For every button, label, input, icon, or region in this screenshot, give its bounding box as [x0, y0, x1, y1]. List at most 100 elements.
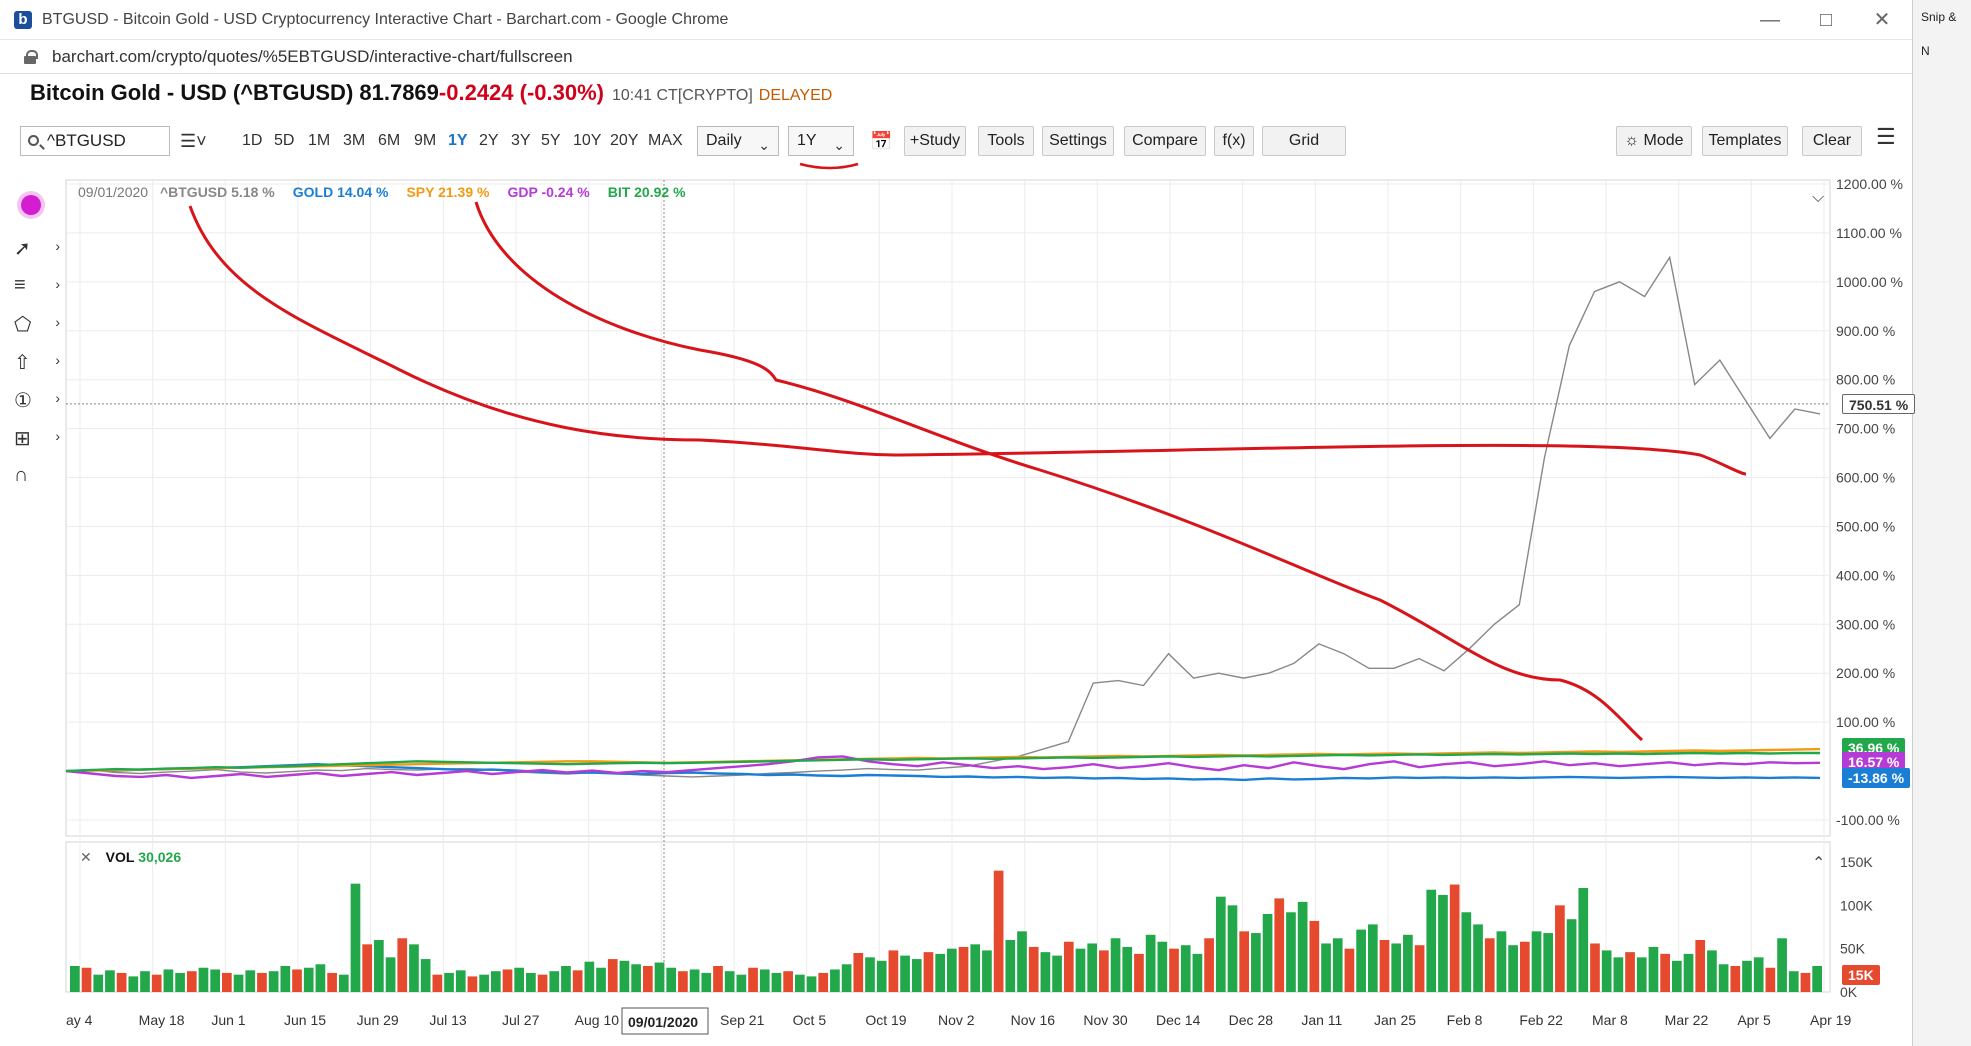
minimize-icon[interactable]: — [1760, 9, 1780, 31]
volume-bar [409, 944, 419, 992]
value-badge: -13.86 % [1842, 768, 1911, 788]
legend-item[interactable]: SPY 21.39 % [406, 184, 490, 200]
grid-button[interactable]: Grid [1262, 126, 1346, 156]
volume-bar [1578, 888, 1589, 992]
address-bar[interactable]: barchart.com/crypto/quotes/%5EBTGUSD/int… [0, 40, 1912, 74]
volume-bar [116, 972, 127, 992]
legend-item[interactable]: GDP -0.24 % [507, 184, 590, 200]
interval-select[interactable]: Daily ⌄ [697, 126, 779, 156]
x-tick-label: Jan 11 [1301, 1012, 1342, 1028]
clear-button[interactable]: Clear [1802, 126, 1862, 156]
volume-bar [222, 972, 232, 992]
chevron-down-icon: ⌄ [833, 137, 845, 153]
period-1d[interactable]: 1D [242, 132, 263, 149]
period-1m[interactable]: 1M [308, 132, 331, 149]
menu-icon[interactable]: ☰ [1876, 124, 1896, 149]
volume-tick-label: 50K [1840, 941, 1866, 957]
measure-tool-icon[interactable]: ⊞ › [14, 428, 60, 450]
search-icon [28, 135, 39, 146]
x-tick-label: Mar 22 [1665, 1012, 1709, 1028]
volume-bar [1519, 941, 1530, 992]
volume-bar [818, 972, 829, 992]
period-3y[interactable]: 3Y [511, 132, 531, 149]
settings-button[interactable]: Settings [1042, 126, 1114, 156]
period-5d[interactable]: 5D [274, 132, 295, 149]
legend-item[interactable]: GOLD 14.04 % [292, 184, 389, 200]
quote-time: 10:41 CT[CRYPTO] [612, 87, 753, 104]
y-tick-label: 700.00 % [1836, 421, 1895, 437]
volume-bar [1215, 896, 1226, 992]
period-6m[interactable]: 6M [378, 132, 401, 149]
x-tick-label: Jan 25 [1374, 1012, 1416, 1028]
volume-bar [1099, 950, 1109, 992]
x-tick-label: Nov 16 [1011, 1012, 1056, 1028]
volume-bar [1169, 948, 1179, 992]
x-tick-label: Apr 5 [1737, 1012, 1771, 1028]
volume-bar [1110, 938, 1121, 992]
volume-bar [1192, 953, 1203, 992]
volume-bar [1321, 943, 1331, 992]
color-picker-icon[interactable] [14, 192, 60, 220]
x-tick-label: Nov 2 [938, 1012, 975, 1028]
volume-bar [1438, 894, 1448, 992]
period-10y[interactable]: 10Y [573, 132, 602, 149]
barchart-favicon-icon: b [14, 10, 32, 29]
function-button[interactable]: f(x) [1214, 126, 1254, 156]
volume-bar [830, 969, 840, 992]
legend-item[interactable]: ^BTGUSD 5.18 % [159, 184, 275, 200]
close-icon[interactable]: ✕ [1873, 9, 1891, 31]
volume-bar [444, 972, 454, 992]
volume-bar [1496, 931, 1507, 992]
arrow-tool-icon[interactable]: ⇧ › [14, 352, 60, 374]
magnet-icon[interactable]: ∩ [14, 464, 29, 486]
shape-tool-icon[interactable]: ⬠ › [14, 314, 60, 336]
volume-tick-label: 150K [1840, 854, 1873, 870]
mode-button[interactable]: ☼ Mode [1616, 126, 1692, 156]
legend-item[interactable]: BIT 20.92 % [607, 184, 686, 200]
volume-tick-label: 100K [1840, 897, 1873, 913]
annotation-tool-icon[interactable]: ① › [14, 390, 60, 412]
trendline-tool-icon[interactable]: ➚ › [14, 238, 60, 260]
x-tick-label: Feb 22 [1519, 1012, 1563, 1028]
calendar-icon[interactable]: 📅 [870, 131, 893, 151]
period-3m[interactable]: 3M [343, 132, 366, 149]
volume-bar [479, 974, 489, 992]
volume-bar [982, 950, 992, 992]
volume-bar [374, 940, 384, 992]
volume-bar [1531, 931, 1542, 992]
y-tick-label: 1000.00 % [1836, 274, 1903, 290]
chevron-down-icon: ⌵ [1812, 189, 1824, 206]
period-9m[interactable]: 9M [414, 132, 437, 149]
templates-button[interactable]: Templates [1702, 126, 1788, 156]
quote-header: Bitcoin Gold - USD (^BTGUSD) 81.7869 -0.… [30, 80, 832, 110]
volume-bar [1122, 946, 1133, 992]
fibonacci-tool-icon[interactable]: ≡ › [14, 274, 60, 296]
add-study-button[interactable]: +Study [904, 126, 966, 156]
volume-bar [1753, 957, 1764, 992]
period-20y[interactable]: 20Y [610, 132, 639, 149]
period-5y[interactable]: 5Y [541, 132, 561, 149]
compare-button[interactable]: Compare [1124, 126, 1206, 156]
price-chart[interactable]: 1200.00 % 1100.00 % 1000.00 % 900.00 % 800.0… [0, 0, 1912, 1046]
volume-bar [748, 967, 758, 992]
volume-bar [1718, 964, 1729, 992]
maximize-icon[interactable]: □ [1819, 9, 1833, 31]
symbol-input[interactable]: ^BTGUSD [20, 126, 170, 156]
chevron-down-icon: ⌄ [758, 137, 770, 153]
x-tick-label: Nov 30 [1083, 1012, 1128, 1028]
period-2y[interactable]: 2Y [479, 132, 499, 149]
chart-type-icon[interactable]: ☰˅ [180, 131, 207, 151]
volume-bar [1636, 957, 1647, 992]
volume-bar [338, 974, 349, 992]
symbol-value: ^BTGUSD [47, 131, 126, 150]
period-max[interactable]: MAX [648, 132, 683, 149]
volume-bar [1812, 966, 1822, 992]
close-icon[interactable]: ✕ [80, 849, 92, 865]
range-select[interactable]: 1Y ⌄ [788, 126, 854, 156]
url-text[interactable]: barchart.com/crypto/quotes/%5EBTGUSD/int… [52, 46, 573, 66]
period-1y[interactable]: 1Y [448, 132, 468, 149]
volume-bar [1134, 953, 1144, 992]
tools-button[interactable]: Tools [978, 126, 1034, 156]
volume-bar [1484, 938, 1495, 992]
volume-bar [607, 959, 618, 992]
